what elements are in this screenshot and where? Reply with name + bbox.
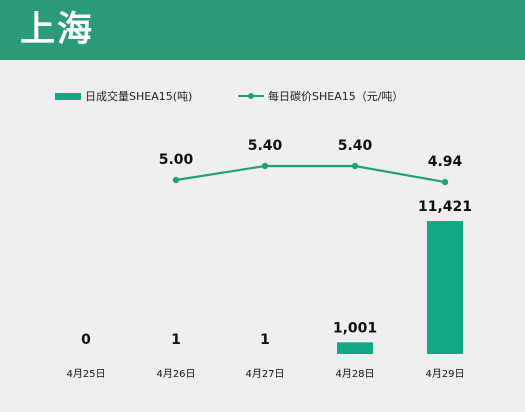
volume-value-label: 0 — [81, 332, 91, 348]
page-title: 上海 — [20, 10, 95, 50]
x-tick-label: 4月25日 — [66, 368, 105, 380]
legend-swatch-bar — [55, 92, 81, 100]
volume-value-label: 1 — [260, 332, 270, 348]
price-value-label: 5.40 — [248, 138, 283, 154]
x-tick-label: 4月29日 — [425, 368, 464, 380]
legend-item-volume: 日成交量SHEA15(吨) — [55, 86, 192, 106]
volume-value-label: 1 — [171, 332, 181, 348]
price-value-label: 4.94 — [428, 154, 463, 170]
price-point — [172, 176, 180, 184]
price-line — [175, 164, 446, 184]
volume-value-label: 1,001 — [333, 320, 377, 336]
legend-swatch-line — [238, 92, 264, 100]
chart-legend: 日成交量SHEA15(吨) 每日碳价SHEA15（元/吨） — [0, 86, 525, 106]
x-tick-label: 4月26日 — [156, 368, 195, 380]
volume-value-label: 11,421 — [418, 199, 472, 215]
x-tick-label: 4月27日 — [245, 368, 284, 380]
volume-bar — [337, 342, 373, 354]
price-value-label: 5.00 — [159, 152, 194, 168]
header-banner: 上海 — [0, 0, 525, 60]
price-point — [441, 178, 449, 186]
price-value-label: 5.40 — [338, 138, 373, 154]
legend-label-price: 每日碳价SHEA15（元/吨） — [268, 90, 404, 103]
price-point — [261, 162, 269, 170]
x-tick-label: 4月28日 — [335, 368, 374, 380]
volume-bar — [427, 221, 463, 354]
legend-item-price: 每日碳价SHEA15（元/吨） — [238, 86, 403, 106]
legend-label-volume: 日成交量SHEA15(吨) — [85, 90, 193, 103]
price-point — [351, 162, 359, 170]
